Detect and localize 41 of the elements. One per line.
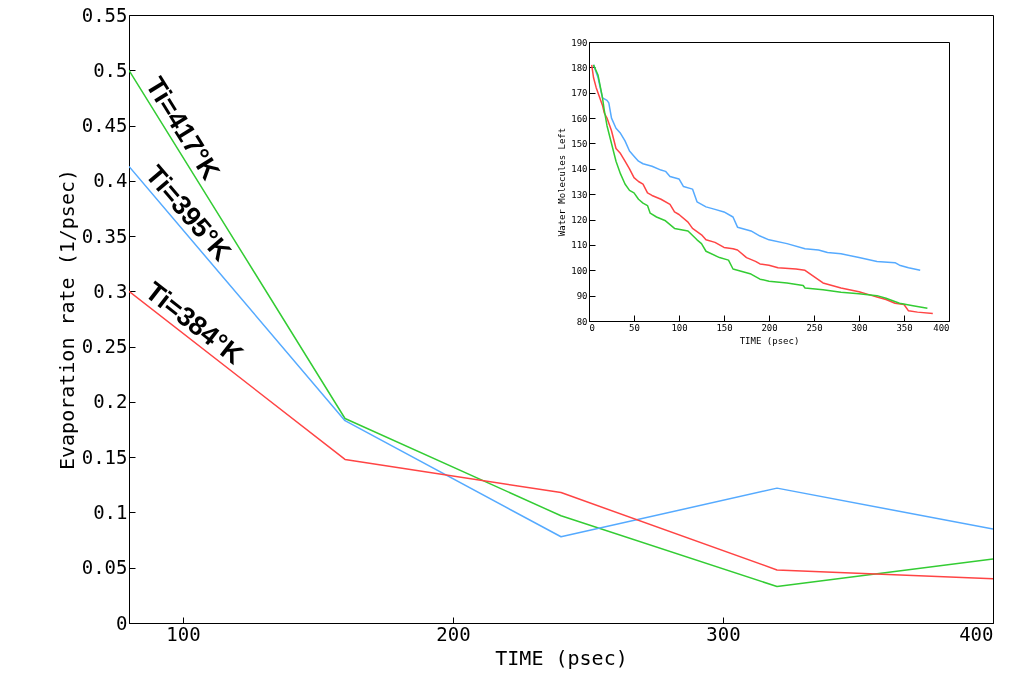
- y-tick-label: 0.2: [93, 390, 128, 413]
- x-tick-label: 100: [671, 322, 688, 333]
- y-tick-label: 150: [571, 138, 588, 149]
- x-tick-label: 150: [716, 322, 733, 333]
- y-axis-title: Water Molecules Left: [557, 127, 568, 237]
- y-tick-label: 0.05: [81, 556, 128, 579]
- y-tick-label: 110: [571, 240, 588, 251]
- y-tick-label: 0.1: [93, 500, 128, 523]
- x-tick-label: 0: [589, 322, 595, 333]
- y-tick-label: 80: [576, 316, 588, 327]
- y-tick-label: 0.45: [81, 114, 128, 137]
- x-tick-label: 50: [629, 322, 640, 333]
- x-tick-label: 100: [166, 622, 201, 645]
- y-tick-label: 90: [576, 291, 588, 302]
- y-tick-label: 170: [571, 88, 588, 99]
- y-tick-label: 0.25: [81, 335, 128, 358]
- x-tick-label: 400: [933, 322, 950, 333]
- y-tick-label: 0.55: [81, 3, 128, 26]
- y-tick-label: 140: [571, 164, 588, 175]
- y-axis-title: Evaporation rate (1/psec): [54, 168, 79, 471]
- x-tick-label: 300: [851, 322, 868, 333]
- x-tick-label: 250: [806, 322, 823, 333]
- y-tick-label: 0.35: [81, 224, 128, 247]
- x-tick-label: 200: [761, 322, 778, 333]
- y-tick-label: 160: [571, 113, 588, 124]
- y-tick-label: 100: [571, 265, 588, 276]
- y-tick-label: 120: [571, 215, 588, 226]
- y-tick-label: 130: [571, 189, 588, 200]
- x-tick-label: 300: [706, 622, 741, 645]
- y-tick-label: 0.15: [81, 445, 128, 468]
- y-tick-label: 180: [571, 62, 588, 73]
- line-series: [129, 69, 993, 588]
- x-axis-title: TIME (psec): [739, 335, 800, 346]
- x-tick-label: 350: [896, 322, 913, 333]
- y-tick-label: 190: [571, 37, 588, 48]
- x-tick-label: 200: [436, 622, 471, 645]
- x-tick-label: 400: [959, 622, 994, 645]
- y-tick-label: 0.4: [93, 169, 128, 192]
- y-tick-label: 0.3: [93, 279, 128, 302]
- y-tick-label: 0.5: [93, 58, 128, 81]
- x-axis-title: TIME (psec): [495, 645, 628, 670]
